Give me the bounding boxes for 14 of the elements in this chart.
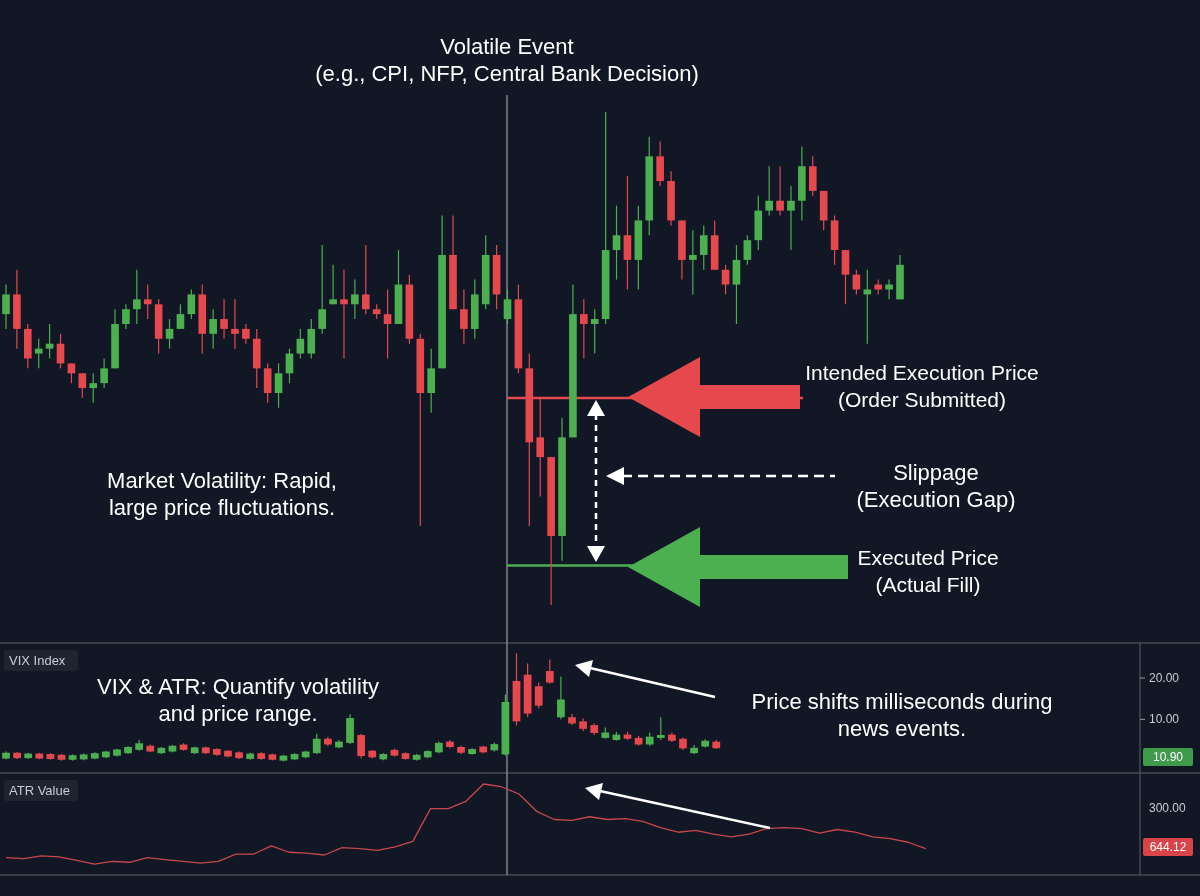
chart-title: ATR Value — [9, 783, 70, 798]
text: Volatile Event (e.g., CPI, NFP, Central Bank Decision) — [315, 34, 699, 86]
annotation: VIX & ATR: Quantify volatility and price range. — [96, 674, 380, 726]
text: 10.90 — [1152, 750, 1184, 764]
text: 300.00 — [1149, 801, 1187, 815]
annotation: Market Volatility: Rapid, large price fluctuations. — [107, 468, 337, 520]
y-tick-label: 20.00 — [1149, 671, 1180, 686]
text: VIX Index — [9, 653, 66, 668]
ref-line-label: Executed Price (Actual Fill) — [857, 545, 999, 596]
annotation: Price shifts milliseconds during news events. — [751, 689, 1053, 741]
annotation: Slippage (Execution Gap) — [856, 460, 1016, 512]
text: 644.12 — [1149, 840, 1187, 854]
ref-line-label: Intended Execution Price (Order Submitted) — [805, 360, 1039, 411]
y-tick-label: 10.00 — [1149, 712, 1180, 727]
